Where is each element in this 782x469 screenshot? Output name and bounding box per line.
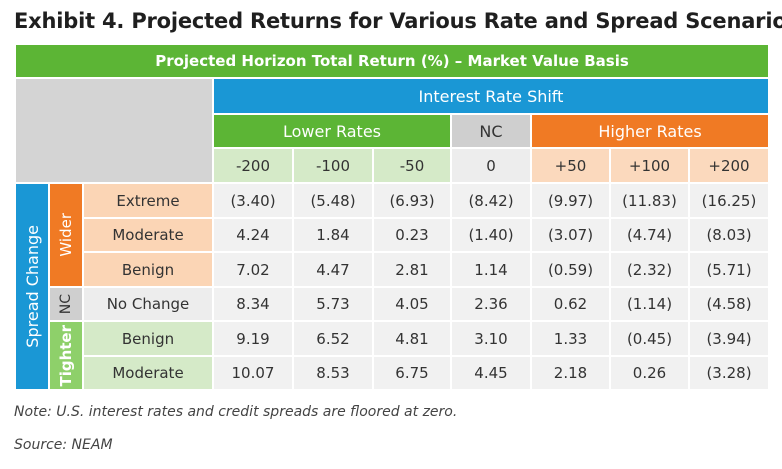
return-value-cell: (1.40): [452, 219, 532, 253]
return-value-cell: 2.81: [374, 253, 452, 288]
row-label: Moderate: [84, 219, 214, 253]
return-value-cell: (8.42): [452, 184, 532, 219]
return-value-cell: 1.84: [294, 219, 374, 253]
return-value-cell: 8.53: [294, 357, 374, 391]
return-value-cell: 2.36: [452, 288, 532, 322]
source-note: Source: NEAM: [14, 437, 113, 453]
return-value-cell: (3.94): [690, 322, 770, 357]
return-value-cell: 4.05: [374, 288, 452, 322]
return-value-cell: 9.19: [214, 322, 294, 357]
wider-text: Wider: [57, 213, 75, 257]
return-value-cell: (9.97): [532, 184, 611, 219]
return-value-cell: 6.52: [294, 322, 374, 357]
return-value-cell: 3.10: [452, 322, 532, 357]
return-value-cell: (4.74): [611, 219, 690, 253]
return-value-cell: (6.93): [374, 184, 452, 219]
return-value-cell: (0.59): [532, 253, 611, 288]
return-value-cell: 5.73: [294, 288, 374, 322]
return-value-cell: (2.32): [611, 253, 690, 288]
group-lower-rates: Lower Rates: [214, 115, 452, 149]
tighter-text: Tighter: [57, 324, 75, 387]
return-value-cell: 1.33: [532, 322, 611, 357]
return-value-cell: (16.25): [690, 184, 770, 219]
row-label: Extreme: [84, 184, 214, 219]
interest-rate-shift-header: Interest Rate Shift: [214, 79, 770, 115]
return-value-cell: (3.28): [690, 357, 770, 391]
return-value-cell: 4.45: [452, 357, 532, 391]
return-value-cell: 0.23: [374, 219, 452, 253]
return-value-cell: 10.07: [214, 357, 294, 391]
row-label: Moderate: [84, 357, 214, 391]
return-value-cell: (0.45): [611, 322, 690, 357]
spread-group-tighter: Tighter: [50, 322, 84, 391]
group-nc: NC: [452, 115, 532, 149]
table-caption: Projected Horizon Total Return (%) – Mar…: [16, 45, 770, 79]
spread-group-nc: NC: [50, 288, 84, 322]
shift-header: +200: [690, 149, 770, 184]
return-value-cell: 0.62: [532, 288, 611, 322]
return-value-cell: (11.83): [611, 184, 690, 219]
return-value-cell: 4.24: [214, 219, 294, 253]
returns-table: Projected Horizon Total Return (%) – Mar…: [16, 45, 770, 391]
return-value-cell: (3.40): [214, 184, 294, 219]
shift-header: -200: [214, 149, 294, 184]
return-value-cell: (8.03): [690, 219, 770, 253]
return-value-cell: 6.75: [374, 357, 452, 391]
return-value-cell: (5.48): [294, 184, 374, 219]
row-label: Benign: [84, 322, 214, 357]
group-higher-rates: Higher Rates: [532, 115, 770, 149]
spread-change-text: Spread Change: [22, 225, 42, 348]
return-value-cell: 4.47: [294, 253, 374, 288]
return-value-cell: (1.14): [611, 288, 690, 322]
shift-header: +100: [611, 149, 690, 184]
return-value-cell: (5.71): [690, 253, 770, 288]
return-value-cell: 4.81: [374, 322, 452, 357]
return-value-cell: (4.58): [690, 288, 770, 322]
spread-change-label: Spread Change: [16, 184, 50, 391]
shift-header: +50: [532, 149, 611, 184]
return-value-cell: 8.34: [214, 288, 294, 322]
return-value-cell: 1.14: [452, 253, 532, 288]
return-value-cell: 0.26: [611, 357, 690, 391]
shift-header: 0: [452, 149, 532, 184]
nc-text: NC: [58, 293, 74, 315]
return-value-cell: 7.02: [214, 253, 294, 288]
row-label: No Change: [84, 288, 214, 322]
return-value-cell: (3.07): [532, 219, 611, 253]
shift-header: -50: [374, 149, 452, 184]
shift-header: -100: [294, 149, 374, 184]
footnote: Note: U.S. interest rates and credit spr…: [14, 404, 458, 420]
spread-group-wider: Wider: [50, 184, 84, 288]
header-blank: [16, 79, 214, 184]
return-value-cell: 2.18: [532, 357, 611, 391]
exhibit-title: Exhibit 4. Projected Returns for Various…: [14, 9, 782, 33]
row-label: Benign: [84, 253, 214, 288]
